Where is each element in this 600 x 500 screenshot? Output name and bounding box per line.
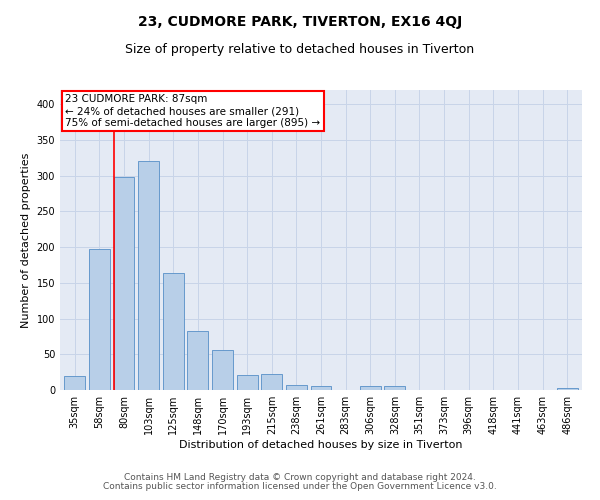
Bar [212, 350, 233, 390]
Text: 23, CUDMORE PARK, TIVERTON, EX16 4QJ: 23, CUDMORE PARK, TIVERTON, EX16 4QJ [138, 15, 462, 29]
Bar [311, 386, 331, 390]
Bar [113, 177, 134, 390]
Bar [385, 386, 406, 390]
X-axis label: Distribution of detached houses by size in Tiverton: Distribution of detached houses by size … [179, 440, 463, 450]
Bar [286, 385, 307, 390]
Bar [236, 375, 257, 390]
Bar [261, 374, 282, 390]
Bar [89, 250, 110, 390]
Bar [64, 376, 85, 390]
Text: Size of property relative to detached houses in Tiverton: Size of property relative to detached ho… [125, 42, 475, 56]
Text: 23 CUDMORE PARK: 87sqm
← 24% of detached houses are smaller (291)
75% of semi-de: 23 CUDMORE PARK: 87sqm ← 24% of detached… [65, 94, 320, 128]
Bar [163, 273, 184, 390]
Bar [187, 330, 208, 390]
Text: Contains public sector information licensed under the Open Government Licence v3: Contains public sector information licen… [103, 482, 497, 491]
Y-axis label: Number of detached properties: Number of detached properties [21, 152, 31, 328]
Text: Contains HM Land Registry data © Crown copyright and database right 2024.: Contains HM Land Registry data © Crown c… [124, 474, 476, 482]
Bar [557, 388, 578, 390]
Bar [138, 162, 159, 390]
Bar [360, 386, 381, 390]
